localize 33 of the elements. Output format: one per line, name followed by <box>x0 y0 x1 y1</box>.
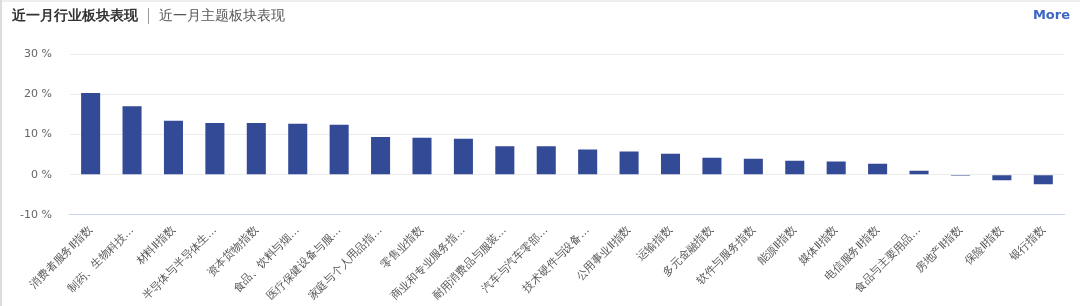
bar <box>743 158 763 175</box>
bar <box>453 138 473 175</box>
chart-subtitle: 近一月主题板块表现 <box>159 7 285 25</box>
y-tick-label: 30 % <box>23 47 52 61</box>
bar <box>578 149 598 175</box>
bar <box>122 106 142 175</box>
bar <box>1033 175 1053 185</box>
bar <box>868 163 888 175</box>
bar <box>246 123 266 175</box>
y-tick-label: 0 % <box>30 167 52 181</box>
bar <box>785 160 805 175</box>
x-tick-label: 银行指数 <box>1006 223 1048 265</box>
y-tick-label: 10 % <box>23 127 52 141</box>
y-tick-label: 20 % <box>23 87 52 101</box>
x-tick-label: 保险Ⅱ指数 <box>961 223 1007 268</box>
y-tick-label: -10 % <box>19 207 52 221</box>
text: More <box>1032 7 1070 22</box>
bar <box>536 146 556 175</box>
bar <box>329 124 349 175</box>
bar <box>702 157 722 175</box>
bar <box>163 120 183 175</box>
bar <box>288 123 308 175</box>
bar <box>81 93 101 175</box>
bar <box>826 161 846 175</box>
bar <box>412 137 432 175</box>
chart-title: 近一月行业板块表现 <box>12 7 138 25</box>
bar <box>660 153 681 175</box>
bar <box>371 137 391 175</box>
x-tick-label: 能源Ⅱ指数 <box>754 223 799 268</box>
bar <box>495 146 515 175</box>
bar <box>992 175 1012 181</box>
bar <box>619 151 639 175</box>
bar <box>205 123 225 175</box>
